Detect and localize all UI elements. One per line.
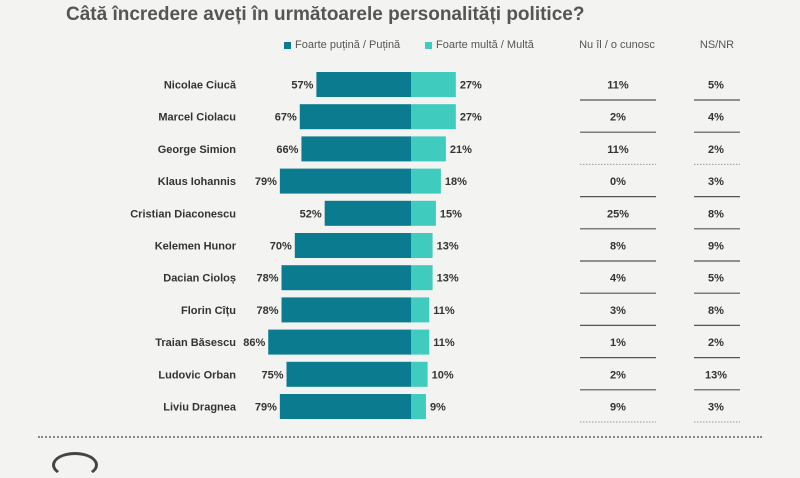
unknown-value-6: 4% <box>610 273 626 285</box>
data-label-low-5: 70% <box>270 241 292 253</box>
category-label-5: Kelemen Hunor <box>155 241 237 253</box>
category-label-6: Dacian Cioloș <box>163 273 236 285</box>
column-header-nsnr: NS/NR <box>699 39 735 51</box>
data-label-high-8: 11% <box>433 337 455 349</box>
data-label-low-8: 86% <box>243 337 265 349</box>
bar-low-4 <box>324 200 411 226</box>
data-label-high-2: 21% <box>450 144 472 156</box>
bar-high-2 <box>411 136 446 162</box>
nsnr-value-5: 9% <box>708 241 724 253</box>
data-label-low-1: 67% <box>275 112 297 124</box>
bar-chart: Nicolae Ciucă 57% 27% 11% 5% Marcel Ciolacu 67… <box>130 72 740 423</box>
data-label-high-7: 11% <box>433 305 455 317</box>
nsnr-value-10: 3% <box>708 402 724 414</box>
nsnr-value-9: 13% <box>705 369 727 381</box>
bar-high-9 <box>411 361 428 387</box>
data-label-high-6: 13% <box>437 273 459 285</box>
bar-high-7 <box>411 297 430 323</box>
bar-high-6 <box>411 265 433 291</box>
legend-low-label: Foarte puțină / Puțină <box>295 39 401 51</box>
unknown-value-7: 3% <box>610 305 626 317</box>
data-label-high-10: 9% <box>430 402 446 414</box>
data-label-low-9: 75% <box>261 369 283 381</box>
category-label-9: Ludovic Orban <box>158 369 236 381</box>
category-label-0: Nicolae Ciucă <box>164 80 237 92</box>
legend-high: Foarte multă / Multă <box>425 39 534 51</box>
category-label-2: George Simion <box>158 144 237 156</box>
unknown-value-3: 0% <box>610 176 626 188</box>
unknown-value-2: 11% <box>607 144 629 156</box>
data-label-high-1: 27% <box>460 112 482 124</box>
unknown-value-1: 2% <box>610 112 626 124</box>
bar-high-3 <box>411 168 441 194</box>
unknown-value-5: 8% <box>610 241 626 253</box>
data-label-low-0: 57% <box>291 80 313 92</box>
data-label-low-10: 79% <box>255 402 277 414</box>
legend-low-swatch <box>284 41 291 49</box>
nsnr-value-2: 2% <box>708 144 724 156</box>
bar-high-8 <box>411 329 430 355</box>
nsnr-value-3: 3% <box>708 176 724 188</box>
data-label-low-2: 66% <box>276 144 298 156</box>
data-label-high-5: 13% <box>437 241 459 253</box>
category-label-3: Klaus Iohannis <box>158 176 236 188</box>
bar-low-5 <box>294 233 411 258</box>
category-label-10: Liviu Dragnea <box>163 402 237 414</box>
data-label-low-7: 78% <box>256 305 278 317</box>
legend-high-swatch <box>425 41 432 49</box>
unknown-value-10: 9% <box>610 402 626 414</box>
bar-low-3 <box>279 168 411 194</box>
data-label-high-4: 15% <box>440 208 462 220</box>
column-header-unknown: Nu îl / o cunosc <box>579 39 655 51</box>
legend-low: Foarte puțină / Puțină <box>284 39 400 51</box>
nsnr-value-8: 2% <box>708 337 724 349</box>
nsnr-value-0: 5% <box>708 80 724 92</box>
bar-high-4 <box>411 200 436 226</box>
data-label-high-0: 27% <box>460 80 482 92</box>
footer-divider <box>38 436 762 438</box>
unknown-value-9: 2% <box>610 369 626 381</box>
nsnr-value-6: 5% <box>708 273 724 285</box>
unknown-value-4: 25% <box>607 208 629 220</box>
bar-low-6 <box>281 265 411 291</box>
bar-high-5 <box>411 233 433 258</box>
category-label-4: Cristian Diaconescu <box>130 208 236 220</box>
category-label-1: Marcel Ciolacu <box>158 112 236 124</box>
chart-title: Câtă încredere aveți în următoarele pers… <box>66 4 585 25</box>
bar-low-8 <box>268 329 411 355</box>
data-label-low-6: 78% <box>256 273 278 285</box>
data-label-low-4: 52% <box>300 208 322 220</box>
unknown-value-8: 1% <box>610 337 626 349</box>
category-label-7: Florin Cîțu <box>181 305 236 317</box>
bar-low-1 <box>299 104 411 130</box>
legend-high-label: Foarte multă / Multă <box>436 39 534 51</box>
bar-low-0 <box>316 72 411 97</box>
nsnr-value-4: 8% <box>708 208 724 220</box>
data-label-high-9: 10% <box>432 369 454 381</box>
bar-high-0 <box>411 72 456 97</box>
bar-low-10 <box>279 394 411 419</box>
logo-mark <box>52 452 98 478</box>
data-label-high-3: 18% <box>445 176 467 188</box>
category-label-8: Traian Băsescu <box>155 337 236 349</box>
nsnr-value-1: 4% <box>708 112 724 124</box>
bar-high-10 <box>411 394 426 419</box>
bar-low-7 <box>281 297 411 323</box>
unknown-value-0: 11% <box>607 80 629 92</box>
data-label-low-3: 79% <box>255 176 277 188</box>
nsnr-value-7: 8% <box>708 305 724 317</box>
bar-low-9 <box>286 361 411 387</box>
bar-low-2 <box>301 136 411 162</box>
bar-high-1 <box>411 104 456 130</box>
